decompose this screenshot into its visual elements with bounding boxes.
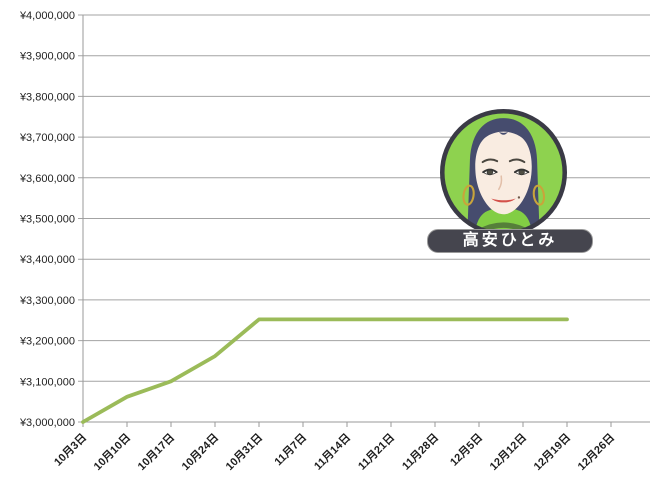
x-axis-label: 10月31日 — [223, 431, 265, 473]
avatar-earring-left — [462, 184, 475, 206]
x-axis-label: 11月14日 — [311, 431, 353, 473]
x-axis-label: 11月28日 — [399, 431, 441, 473]
y-axis-label: ¥3,900,000 — [19, 51, 75, 63]
y-axis-label: ¥3,500,000 — [19, 214, 75, 226]
y-axis-label: ¥3,000,000 — [19, 417, 75, 429]
y-axis-label: ¥3,300,000 — [19, 295, 75, 307]
x-axis-label: 10月10日 — [91, 431, 133, 473]
y-axis-label: ¥4,000,000 — [19, 10, 75, 22]
avatar-hair-part — [498, 132, 509, 135]
avatar-beauty-mark — [517, 196, 521, 199]
avatar-lash-right — [513, 168, 530, 174]
x-axis-label: 12月26日 — [575, 431, 617, 473]
x-axis-label: 10月17日 — [135, 431, 177, 473]
avatar-lash-left — [482, 168, 498, 174]
y-axis-label: ¥3,100,000 — [19, 376, 75, 388]
y-axis-label: ¥3,600,000 — [19, 173, 75, 185]
avatar-earring-right — [532, 184, 546, 206]
y-axis-label: ¥3,700,000 — [19, 132, 75, 144]
avatar-nose — [498, 175, 503, 191]
series-line — [81, 317, 569, 424]
x-axis-label: 11月21日 — [355, 431, 397, 473]
x-axis-label: 12月19日 — [531, 431, 573, 473]
player-name-label: 高安ひとみ — [462, 232, 558, 249]
player-name-badge: 高安ひとみ — [427, 229, 593, 253]
x-axis-label: 12月12日 — [487, 431, 529, 473]
avatar-eyebrow-left — [481, 158, 499, 164]
avatar-portrait-icon — [440, 109, 567, 236]
x-axis-label: 12月5日 — [447, 431, 485, 469]
avatar-eyebrow-right — [508, 158, 526, 164]
avatar-lips — [491, 198, 516, 203]
x-axis-label: 10月3日 — [51, 431, 89, 469]
x-axis-label: 11月7日 — [272, 431, 309, 468]
user-avatar — [440, 109, 567, 236]
avatar-face — [475, 131, 532, 215]
y-axis-label: ¥3,800,000 — [19, 91, 75, 103]
y-axis-label: ¥3,200,000 — [19, 336, 75, 348]
x-axis-label: 10月24日 — [179, 431, 221, 473]
y-axis-label: ¥3,400,000 — [19, 254, 75, 266]
